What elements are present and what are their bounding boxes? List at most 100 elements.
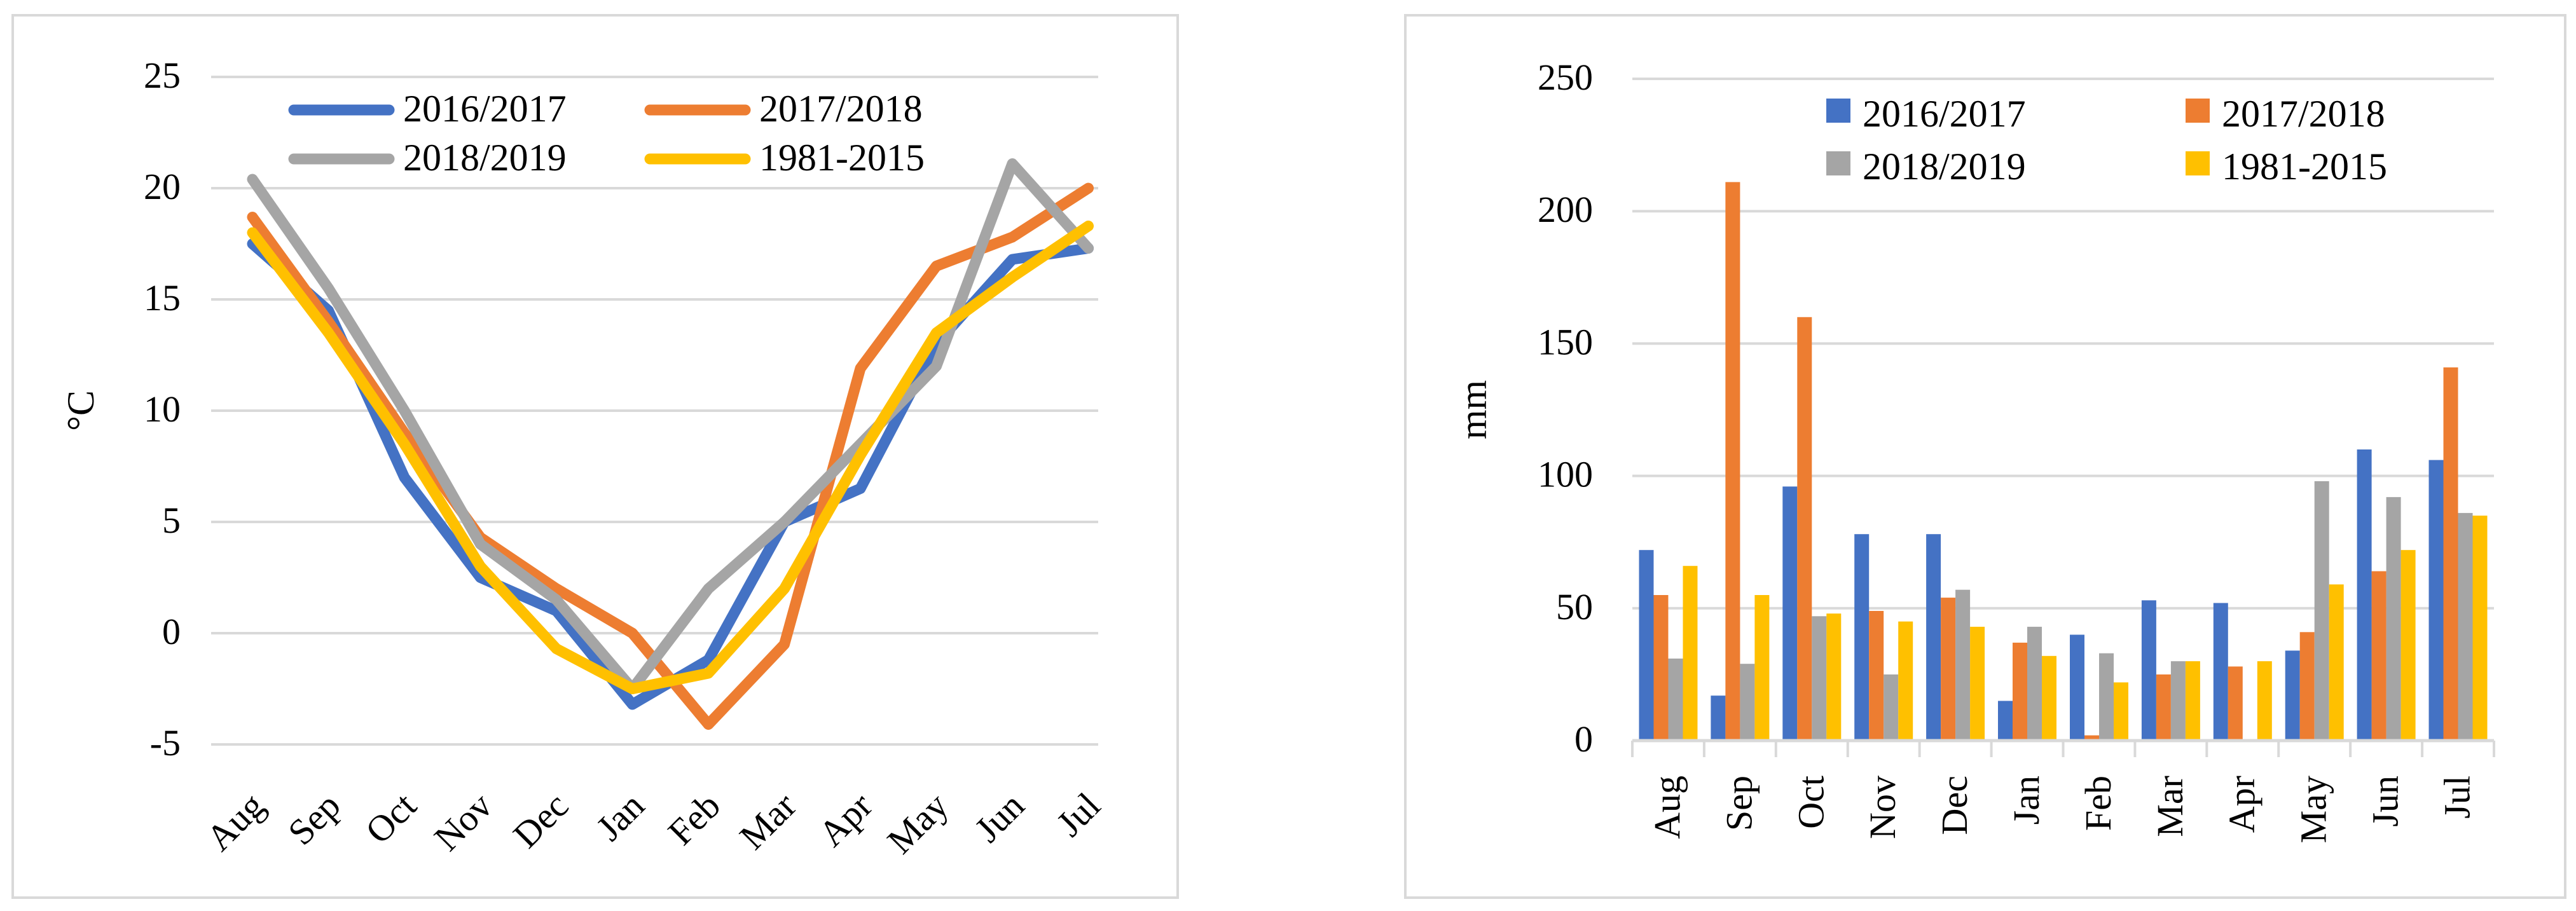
bar-2017-2018-may [2299, 632, 2315, 741]
x-tick-label-dec: Dec [505, 784, 576, 856]
bar-2016-2017-apr [2213, 603, 2228, 741]
x-tick-label-oct: Oct [1790, 776, 1831, 829]
x-tick-label-mar: Mar [2149, 776, 2191, 837]
y-tick-label: 50 [1556, 586, 1593, 627]
bar-1981-2015-mar [2185, 661, 2200, 741]
bar-2016-2017-jul [2428, 460, 2444, 741]
bar-2018-2019-sep [1740, 664, 1755, 741]
bar-1981-2015-jun [2400, 550, 2416, 741]
bar-1981-2015-dec [1970, 626, 1985, 741]
y-axis-label: mm [1452, 380, 1494, 439]
bar-2018-2019-dec [1955, 589, 1971, 741]
legend-label-1981-2015: 1981-2015 [759, 137, 925, 179]
y-axis-label: °C [60, 390, 102, 431]
x-tick-label-mar: Mar [731, 784, 804, 857]
bar-2017-2018-sep [1725, 182, 1740, 741]
bar-2016-2017-oct [1782, 486, 1798, 741]
y-tick-label: 250 [1538, 57, 1593, 98]
bar-2018-2019-aug [1668, 658, 1683, 741]
bar-2018-2019-mar [2170, 661, 2186, 741]
bar-2017-2018-dec [1941, 598, 1956, 741]
temperature-line-chart: -5 0 5 10 15 20 25 °C Aug Sep Oct Nov Dec Jan Feb Mar Ap… [60, 55, 1108, 861]
bar-1981-2015-may [2329, 584, 2344, 741]
bar-1981-2015-feb [2114, 682, 2128, 741]
bar-2018-2019-oct [1812, 616, 1827, 741]
y-tick-label: 150 [1538, 321, 1593, 362]
legend-label-2017-2018: 2017/2018 [2222, 93, 2385, 135]
bar-2018-2019-jul [2458, 512, 2473, 741]
y-tick-label: 100 [1538, 454, 1593, 495]
legend-swatch-2016-2017 [1826, 99, 1850, 123]
y-tick-label: 25 [144, 55, 181, 96]
legend-label-2018-2019: 2018/2019 [403, 137, 567, 179]
bar-2017-2018-mar [2156, 674, 2171, 741]
series-line-1981-2015 [247, 221, 1094, 694]
legend-swatch-2018-2019 [1826, 151, 1850, 175]
bar-2017-2018-aug [1653, 595, 1669, 741]
series-line-2018-2019 [247, 158, 1094, 694]
x-tick-label-apr: Apr [810, 784, 880, 854]
y-tick-label: 0 [1574, 718, 1593, 760]
bar-2016-2017-jun [2357, 449, 2372, 741]
x-tick-label-apr: Apr [2221, 776, 2263, 833]
bar-2018-2019-jun [2386, 497, 2401, 741]
bar-1981-2015-apr [2257, 661, 2272, 741]
x-tick-label-feb: Feb [2077, 776, 2119, 831]
x-tick-label-sep: Sep [1718, 776, 1760, 831]
bar-2018-2019-may [2314, 481, 2329, 741]
x-tick-label-dec: Dec [1934, 776, 1975, 835]
x-tick-label-jul: Jul [1049, 784, 1108, 844]
bar-2016-2017-nov [1854, 534, 1870, 741]
bar-2016-2017-jan [1998, 701, 2013, 741]
legend-label-2016-2017: 2016/2017 [1863, 93, 2026, 135]
legend-swatch-1981-2015 [2186, 151, 2210, 175]
bar-2018-2019-jan [2027, 626, 2042, 741]
y-tick-label: 5 [162, 500, 181, 541]
bar-2016-2017-mar [2141, 600, 2156, 741]
bar-2016-2017-feb [2070, 634, 2084, 741]
precipitation-bar-chart: 0 50 100 150 200 250 mm Aug Sep Oct Nov Dec Jan Feb Ma… [1452, 57, 2495, 843]
x-tick-label-may: May [879, 784, 956, 861]
x-tick-label-nov: Nov [1862, 776, 1903, 839]
x-tick-label-aug: Aug [198, 784, 273, 859]
bar-1981-2015-sep [1754, 595, 1770, 741]
y-tick-label: 0 [162, 611, 181, 652]
x-tick-label-feb: Feb [660, 784, 728, 853]
y-tick-label: 20 [144, 166, 181, 207]
bar-2017-2018-jul [2443, 367, 2458, 741]
x-tick-label-jun: Jun [2365, 776, 2406, 827]
bar-2017-2018-apr [2228, 666, 2243, 741]
x-tick-label-jan: Jan [588, 784, 652, 849]
x-tick-label-oct: Oct [357, 784, 424, 851]
bar-2017-2018-oct [1797, 317, 1812, 741]
bar-2016-2017-dec [1926, 534, 1941, 741]
x-tick-label-sep: Sep [280, 784, 348, 853]
x-tick-label-jul: Jul [2437, 776, 2478, 819]
bar-1981-2015-oct [1826, 613, 1842, 741]
y-tick-label: 15 [144, 277, 181, 319]
bar-2018-2019-feb [2099, 653, 2114, 741]
x-tick-label-may: May [2293, 776, 2334, 843]
bar-2016-2017-sep [1711, 695, 1726, 741]
bar-1981-2015-nov [1898, 621, 1913, 741]
x-tick-label-jun: Jun [967, 784, 1032, 850]
y-tick-label: -5 [150, 722, 181, 764]
bar-2016-2017-may [2285, 650, 2300, 741]
x-tick-label-nov: Nov [426, 784, 500, 859]
bar-2017-2018-feb [2084, 735, 2099, 741]
bar-2016-2017-aug [1639, 550, 1654, 741]
y-tick-label: 200 [1538, 189, 1593, 230]
legend-label-2018-2019: 2018/2019 [1863, 146, 2026, 188]
bar-2018-2019-nov [1884, 674, 1899, 741]
bar-2017-2018-jan [2013, 642, 2027, 741]
bar-1981-2015-aug [1683, 566, 1698, 741]
bar-1981-2015-jan [2042, 655, 2056, 741]
x-tick-label-aug: Aug [1646, 776, 1688, 839]
x-tick-label-jan: Jan [2006, 776, 2047, 825]
legend-label-1981-2015: 1981-2015 [2222, 146, 2387, 188]
legend-swatch-2017-2018 [2186, 99, 2210, 123]
legend-label-2017-2018: 2017/2018 [759, 88, 923, 130]
legend-label-2016-2017: 2016/2017 [403, 88, 567, 130]
precipitation-chart-panel: 0 50 100 150 200 250 mm Aug Sep Oct Nov Dec Jan Feb Ma… [1404, 14, 2566, 899]
bar-1981-2015-jul [2472, 516, 2488, 741]
